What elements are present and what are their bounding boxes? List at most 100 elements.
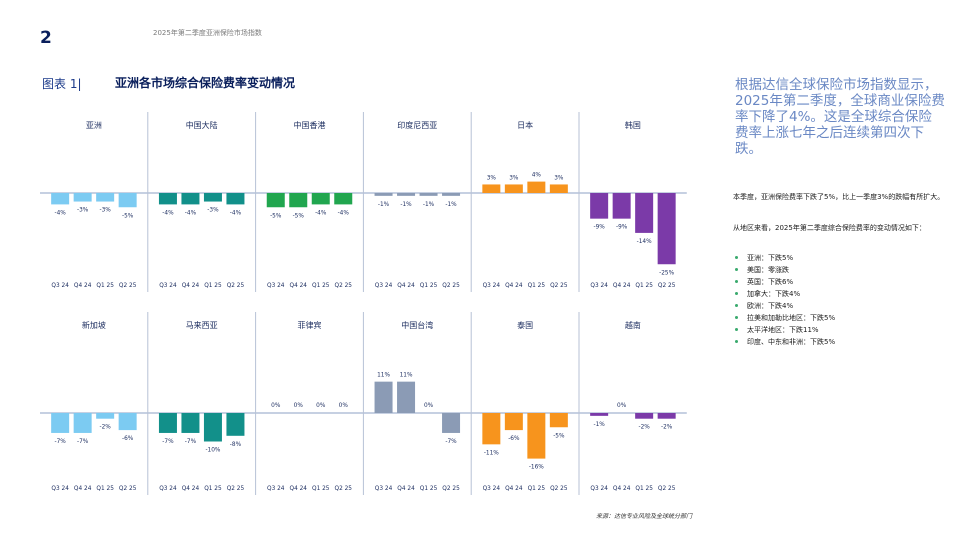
bar (334, 193, 353, 205)
tick-label: Q3 24 (51, 283, 69, 289)
data-label: 3% (554, 175, 564, 181)
list-item: 欧洲：下跌4% (733, 300, 948, 312)
tick-label: Q3 24 (267, 283, 285, 289)
bullet-icon (735, 328, 738, 331)
bar (527, 413, 546, 459)
bar (590, 413, 609, 416)
data-label: -1% (400, 202, 412, 208)
bullet-icon (735, 316, 738, 319)
data-label: -5% (122, 213, 134, 219)
data-label: -7% (77, 439, 89, 445)
list-item: 拉美和加勒比地区：下跌5% (733, 312, 948, 324)
panel-title: 中国大陆 (186, 120, 218, 130)
detail-paragraph-2: 从地区来看，2025年第二季度综合保险费率的变动情况如下： (733, 224, 926, 232)
data-label: -4% (162, 210, 174, 216)
bar (226, 413, 245, 436)
tick-label: Q1 25 (420, 486, 438, 492)
tick-label: Q2 25 (119, 283, 137, 289)
bar (158, 413, 177, 433)
tick-label: Q4 24 (290, 283, 308, 289)
data-label: -4% (185, 210, 197, 216)
data-label: -6% (508, 436, 520, 442)
list-item-text: 拉美和加勒比地区：下跌5% (747, 314, 836, 322)
bar (118, 193, 137, 208)
data-label: 0% (339, 403, 349, 409)
report-title: 2025年第二季度亚洲保险市场指数 (153, 29, 262, 37)
bar (482, 413, 501, 445)
tick-label: Q1 25 (96, 486, 114, 492)
bullet-icon (735, 292, 738, 295)
bar (612, 193, 631, 219)
data-label: -1% (445, 202, 457, 208)
data-label: -2% (639, 425, 651, 431)
tick-label: Q1 25 (528, 486, 546, 492)
tick-label: Q3 24 (590, 283, 608, 289)
tick-label: Q4 24 (74, 486, 92, 492)
tick-label: Q1 25 (312, 283, 330, 289)
data-label: -4% (230, 210, 242, 216)
bar (397, 381, 416, 413)
tick-label: Q3 24 (267, 486, 285, 492)
list-item: 亚洲：下跌5% (733, 252, 948, 264)
tick-label: Q1 25 (420, 283, 438, 289)
data-label: 0% (271, 403, 281, 409)
data-label: -5% (553, 433, 565, 439)
page-number: 2 (40, 28, 52, 48)
bar (442, 413, 461, 433)
tick-label: Q1 25 (96, 283, 114, 289)
bar (374, 193, 393, 196)
data-label: -25% (659, 270, 674, 276)
tick-label: Q2 25 (658, 283, 676, 289)
data-label: -3% (77, 208, 89, 214)
tick-label: Q1 25 (204, 283, 222, 289)
data-label: -2% (661, 425, 673, 431)
data-label: -3% (100, 208, 112, 214)
tick-label: Q3 24 (590, 486, 608, 492)
detail-paragraph-1: 本季度，亚洲保险费率下跌了5%，比上一季度3%的跌幅有所扩大。 (733, 193, 945, 201)
tick-label: Q2 25 (550, 486, 568, 492)
bar (657, 193, 676, 265)
tick-label: Q4 24 (613, 486, 631, 492)
list-item: 太平洋地区：下跌11% (733, 324, 948, 336)
panel-title: 印度尼西亚 (397, 120, 437, 130)
data-label: 11% (400, 373, 413, 379)
bar (504, 184, 523, 193)
data-label: -8% (230, 442, 242, 448)
data-label: -5% (293, 213, 305, 219)
bar (482, 184, 501, 193)
data-label: -4% (55, 210, 67, 216)
panel-title: 韩国 (625, 120, 641, 130)
bar (226, 193, 245, 205)
bar (266, 193, 285, 208)
data-label: -7% (162, 439, 174, 445)
data-label: -1% (423, 202, 435, 208)
figure-label: 图表 1| (42, 77, 82, 91)
panel-title: 新加坡 (82, 320, 106, 330)
panel-title: 菲律宾 (298, 320, 322, 330)
tick-label: Q1 25 (312, 486, 330, 492)
bar (96, 413, 115, 419)
list-item-text: 美国：零涨跌 (747, 266, 789, 274)
bar (590, 193, 609, 219)
panel-title: 中国台湾 (401, 320, 433, 330)
tick-label: Q1 25 (528, 283, 546, 289)
tick-label: Q4 24 (182, 283, 200, 289)
tick-label: Q1 25 (635, 283, 653, 289)
bullet-icon (735, 280, 738, 283)
tick-label: Q1 25 (635, 486, 653, 492)
tick-label: Q3 24 (159, 283, 177, 289)
bar (96, 193, 115, 202)
data-label: -10% (205, 448, 220, 454)
list-item-text: 亚洲：下跌5% (747, 254, 794, 262)
tick-label: Q4 24 (505, 486, 523, 492)
data-label: -4% (338, 210, 350, 216)
bar (374, 381, 393, 413)
data-label: -6% (122, 436, 134, 442)
chart-grid: 亚洲 -4% Q3 24 -3% Q4 24 -3% Q1 25 -5% Q2 25 中国大陆 -4… (40, 112, 687, 495)
bullet-icon (735, 268, 738, 271)
list-item-text: 印度、中东和非洲：下跌5% (747, 338, 836, 346)
list-item: 美国：零涨跌 (733, 264, 948, 276)
bar (181, 413, 200, 433)
tick-label: Q3 24 (375, 283, 393, 289)
data-label: 3% (487, 175, 497, 181)
